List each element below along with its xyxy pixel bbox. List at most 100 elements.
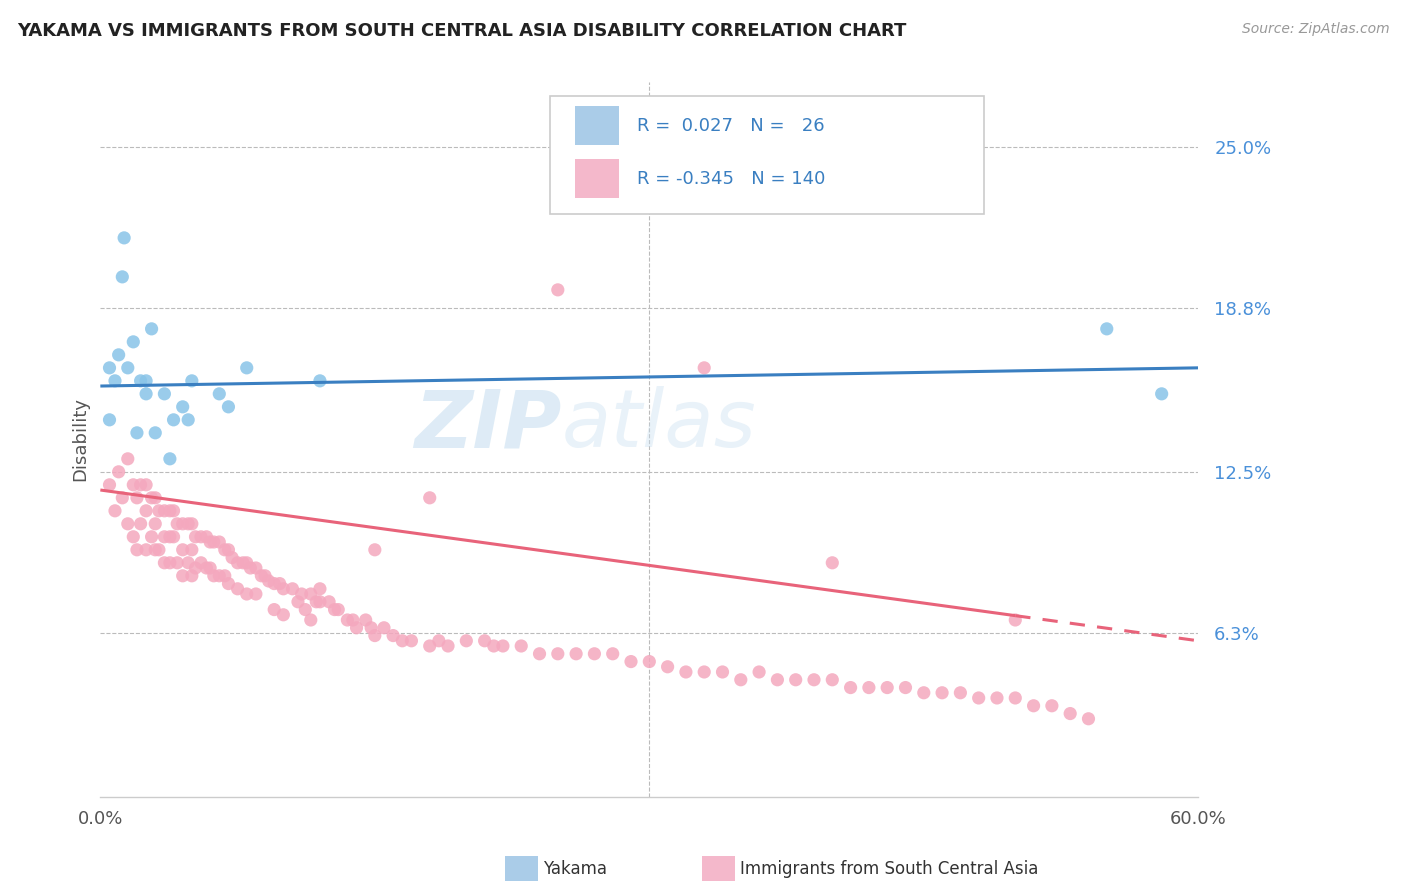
Point	[180, 542, 202, 557]
Point	[245, 561, 267, 575]
Text: Immigrants from South Central Asia: Immigrants from South Central Asia	[740, 860, 1038, 878]
Point	[328, 602, 350, 616]
Point	[912, 686, 935, 700]
Point	[949, 686, 972, 700]
Point	[180, 569, 202, 583]
Point	[821, 556, 844, 570]
Point	[287, 595, 309, 609]
Point	[148, 504, 170, 518]
Point	[111, 491, 134, 505]
Point	[318, 595, 340, 609]
Point	[401, 633, 423, 648]
Point	[190, 556, 212, 570]
Point	[208, 387, 231, 401]
Point	[785, 673, 807, 687]
Point	[482, 639, 505, 653]
Point	[125, 542, 148, 557]
Point	[202, 569, 225, 583]
Point	[273, 582, 295, 596]
Point	[235, 360, 257, 375]
Point	[208, 535, 231, 549]
Point	[894, 681, 917, 695]
Point	[180, 374, 202, 388]
Point	[190, 530, 212, 544]
Point	[382, 629, 405, 643]
Point	[294, 602, 316, 616]
Point	[1077, 712, 1099, 726]
Point	[172, 400, 194, 414]
Point	[177, 516, 200, 531]
Point	[748, 665, 770, 679]
Point	[239, 561, 262, 575]
Point	[336, 613, 359, 627]
Point	[159, 556, 181, 570]
Text: ZIP: ZIP	[415, 386, 561, 464]
Point	[135, 374, 157, 388]
Point	[217, 400, 239, 414]
Point	[547, 283, 569, 297]
Point	[143, 425, 166, 440]
Point	[177, 413, 200, 427]
Point	[162, 413, 184, 427]
Point	[135, 387, 157, 401]
FancyBboxPatch shape	[575, 160, 619, 198]
Text: Yakama: Yakama	[543, 860, 607, 878]
Point	[364, 629, 387, 643]
Point	[456, 633, 478, 648]
Point	[858, 681, 880, 695]
Point	[263, 602, 285, 616]
Point	[117, 516, 139, 531]
Point	[129, 478, 152, 492]
Point	[269, 576, 291, 591]
Point	[235, 587, 257, 601]
Point	[803, 673, 825, 687]
Point	[427, 633, 450, 648]
Point	[711, 665, 734, 679]
Point	[217, 542, 239, 557]
Point	[198, 535, 221, 549]
Point	[122, 334, 145, 349]
Point	[117, 451, 139, 466]
Point	[299, 587, 322, 601]
Point	[299, 613, 322, 627]
Point	[309, 582, 332, 596]
Point	[510, 639, 533, 653]
Point	[967, 690, 990, 705]
Point	[235, 556, 257, 570]
Point	[153, 504, 176, 518]
Point	[693, 360, 716, 375]
Point	[657, 660, 679, 674]
Point	[148, 542, 170, 557]
Point	[141, 530, 163, 544]
Point	[143, 491, 166, 505]
Point	[125, 491, 148, 505]
Point	[208, 569, 231, 583]
Point	[419, 639, 441, 653]
Point	[273, 607, 295, 622]
Point	[245, 587, 267, 601]
Point	[821, 673, 844, 687]
Point	[373, 621, 395, 635]
Point	[184, 530, 207, 544]
Text: atlas: atlas	[561, 386, 756, 464]
Point	[291, 587, 314, 601]
Point	[876, 681, 898, 695]
Point	[159, 451, 181, 466]
Text: Source: ZipAtlas.com: Source: ZipAtlas.com	[1241, 22, 1389, 37]
Point	[309, 374, 332, 388]
Point	[1004, 690, 1026, 705]
Point	[391, 633, 413, 648]
Point	[143, 516, 166, 531]
Point	[195, 530, 218, 544]
Point	[214, 569, 236, 583]
Point	[129, 374, 152, 388]
Point	[153, 556, 176, 570]
Point	[217, 576, 239, 591]
Text: R =  0.027   N =   26: R = 0.027 N = 26	[637, 117, 825, 135]
Point	[693, 665, 716, 679]
Point	[202, 535, 225, 549]
Point	[104, 374, 127, 388]
Point	[437, 639, 460, 653]
Point	[117, 360, 139, 375]
Point	[281, 582, 304, 596]
